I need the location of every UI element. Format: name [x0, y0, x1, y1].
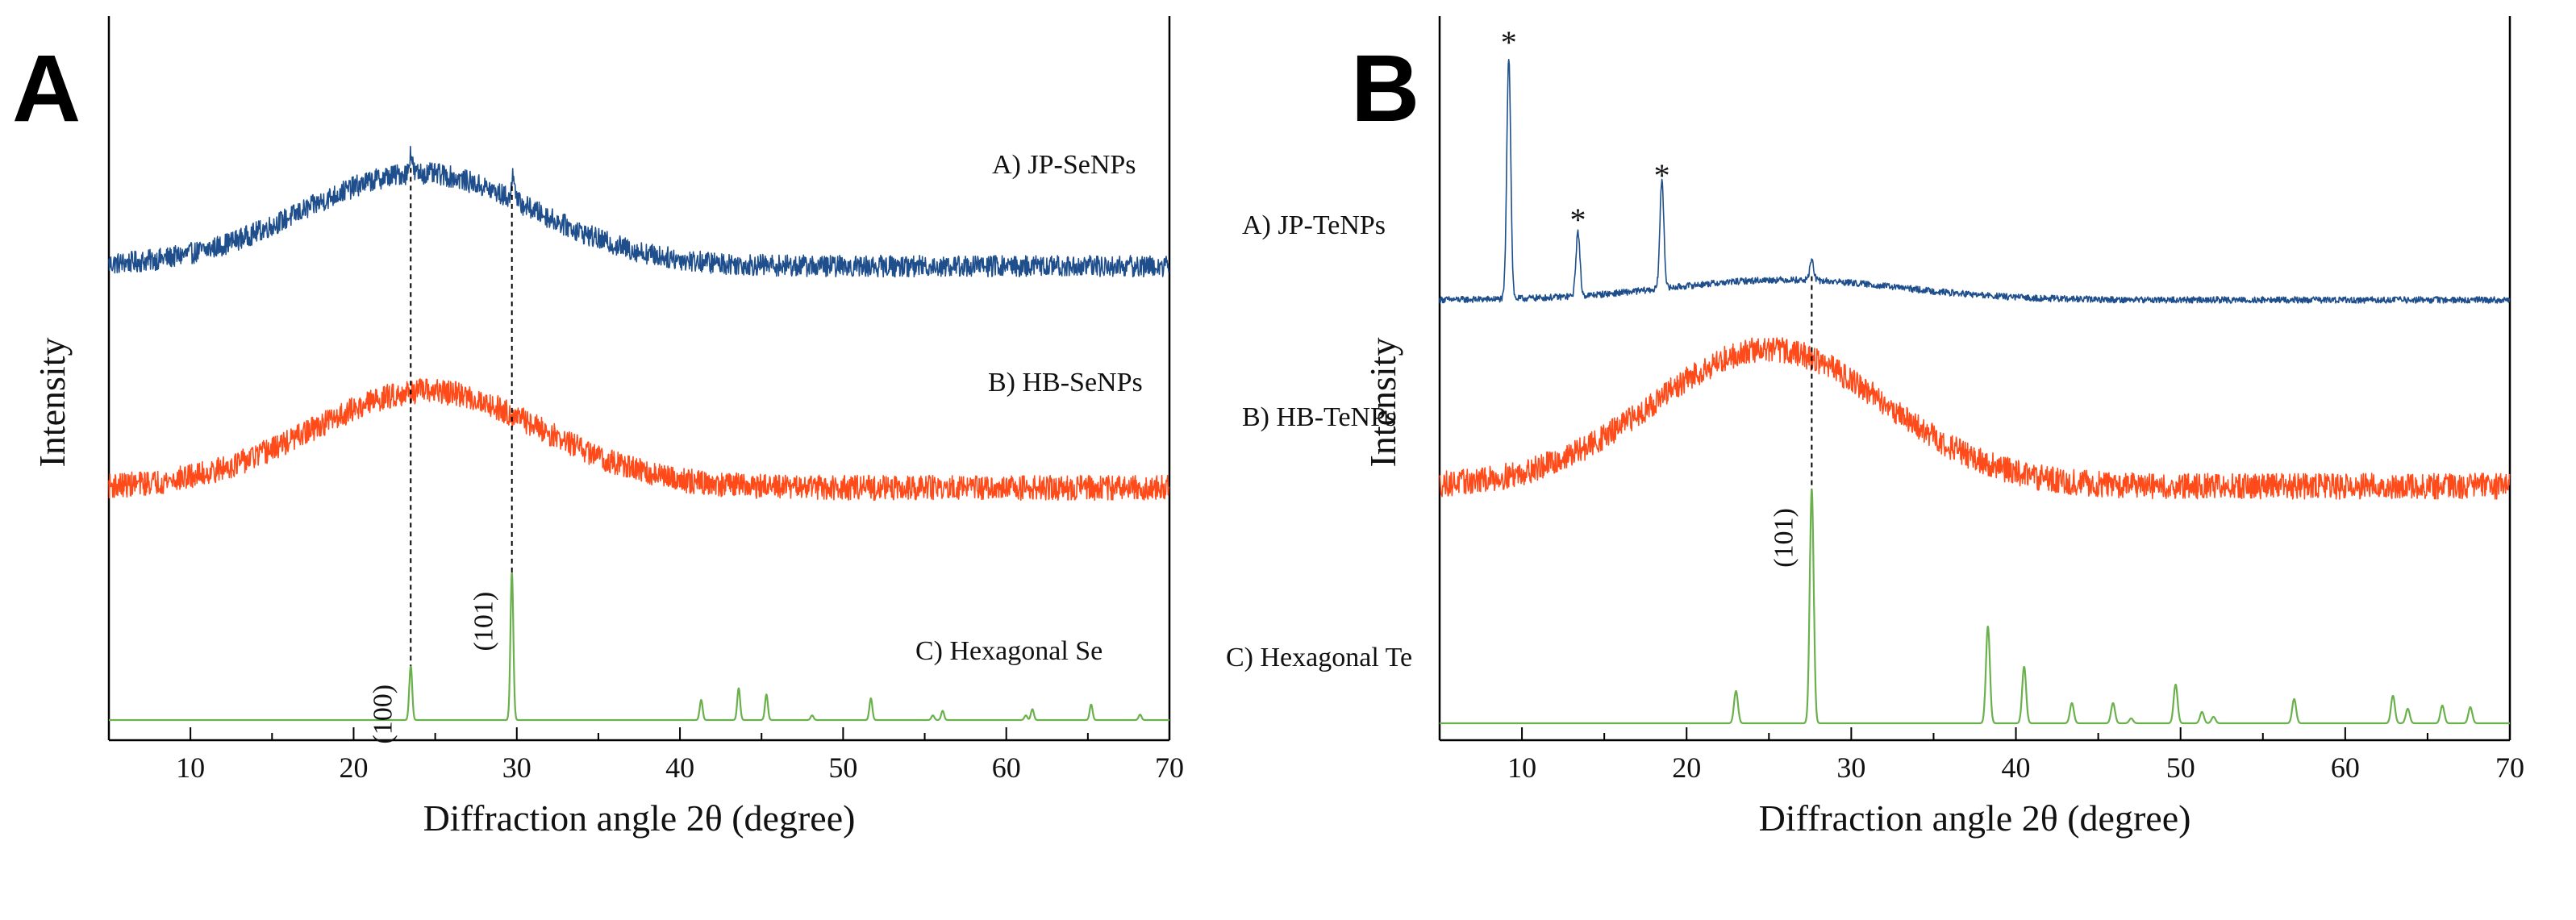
peak-star: * — [1501, 24, 1517, 60]
x-tick-label: 20 — [1672, 751, 1701, 784]
series-line-2 — [1439, 337, 2511, 500]
x-tick-label: 50 — [2166, 751, 2195, 784]
x-tick-label: 50 — [828, 751, 857, 784]
peak-star: * — [1569, 202, 1586, 238]
x-tick-label: 40 — [2002, 751, 2031, 784]
x-tick-label: 40 — [665, 751, 694, 784]
x-tick-label: 30 — [1836, 751, 1865, 784]
series-label: A) JP-TeNPs — [1242, 210, 1386, 240]
series-line-1 — [108, 145, 1170, 278]
y-axis-label: Intensity — [31, 338, 73, 468]
miller-index-label: (101) — [1769, 508, 1799, 568]
series-label: C) Hexagonal Te — [1226, 643, 1412, 672]
miller-index-label: (101) — [469, 592, 499, 651]
series-line-1 — [1439, 59, 2511, 304]
panel-letter: B — [1351, 35, 1419, 142]
series-label: B) HB-SeNPs — [988, 368, 1143, 398]
x-tick-label: 30 — [502, 751, 531, 784]
x-tick-label: 60 — [992, 751, 1021, 784]
x-tick-label: 10 — [1507, 751, 1536, 784]
series-label: B) HB-TeNPs — [1242, 402, 1396, 432]
series-label: C) Hexagonal Se — [915, 636, 1103, 666]
x-axis-label: Diffraction angle 2θ (degree) — [423, 797, 856, 839]
series-line-3 — [108, 572, 1170, 722]
peak-star: * — [1654, 157, 1670, 194]
panel-letter: A — [12, 35, 81, 142]
x-tick-label: 20 — [339, 751, 368, 784]
y-axis-label: Intensity — [1362, 338, 1403, 468]
miller-index-label: (100) — [368, 685, 398, 744]
chart-panel-a: A 10 20 30 40 50 60 70 Diffraction angle 2θ (deg… — [12, 16, 1184, 839]
x-tick-label: 70 — [1155, 751, 1184, 784]
x-tick-label: 60 — [2331, 751, 2360, 784]
series-label: A) JP-SeNPs — [992, 150, 1136, 180]
series-line-3 — [1439, 488, 2511, 725]
x-tick-label: 70 — [2495, 751, 2524, 784]
x-axis-label: Diffraction angle 2θ (degree) — [1759, 797, 2191, 839]
x-tick-label: 10 — [176, 751, 205, 784]
chart-panel-b: B 10 20 30 40 50 60 70 Diffraction angle 2θ (deg… — [1226, 16, 2524, 839]
series-line-2 — [108, 378, 1170, 502]
